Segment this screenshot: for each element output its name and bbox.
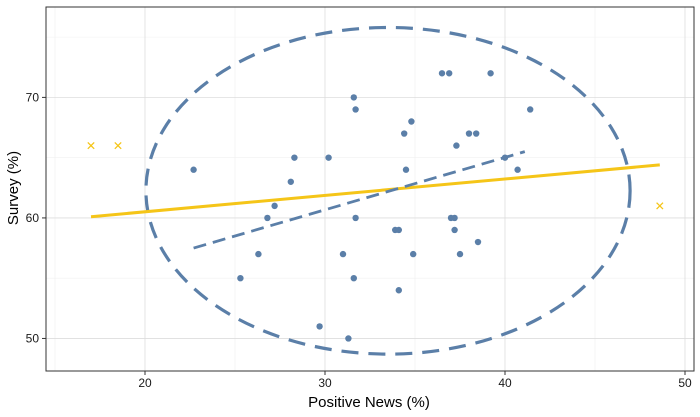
data-point: [487, 70, 494, 77]
data-point: [446, 70, 453, 77]
data-point: [474, 238, 482, 246]
data-point: [465, 130, 473, 137]
y-axis-title: Survey (%): [5, 151, 22, 225]
y-tick-label: 70: [26, 90, 40, 104]
data-point: [395, 287, 402, 294]
grid-major: [46, 7, 694, 371]
data-point: [438, 70, 446, 77]
fit-line-dashed: [193, 150, 526, 250]
data-point-outlier: [87, 141, 95, 150]
cross-stroke: [656, 202, 664, 210]
x-tick-label: 20: [138, 376, 152, 390]
data-point: [527, 106, 534, 113]
data-point: [352, 106, 359, 113]
x-axis-title: Positive News (%): [308, 394, 430, 411]
cross-stroke: [87, 141, 95, 150]
data-point: [402, 166, 410, 173]
fit-lines: [90, 150, 660, 250]
x-tick-label: 40: [498, 376, 512, 390]
panel-border: [45, 6, 695, 372]
data-point: [325, 154, 332, 161]
data-points: [87, 70, 664, 342]
data-point: [287, 178, 294, 185]
data-point: [501, 154, 509, 161]
data-point: [237, 274, 244, 282]
data-point: [514, 166, 521, 173]
data-point: [451, 214, 458, 222]
data-point: [352, 214, 359, 222]
confidence-ellipse: [144, 25, 632, 356]
y-axis: 50 60 70: [26, 90, 46, 345]
data-point: [291, 154, 298, 161]
data-point: [453, 142, 460, 149]
data-point: [339, 250, 347, 258]
y-tick-label: 50: [26, 331, 40, 345]
data-point-outlier: [114, 141, 122, 150]
data-point: [350, 274, 357, 282]
data-point-outlier: [656, 202, 664, 210]
x-tick-label: 50: [678, 376, 692, 390]
ellipse-outline: [144, 25, 632, 356]
data-point: [190, 166, 197, 173]
x-tick-label: 30: [318, 376, 332, 390]
data-point: [456, 250, 464, 258]
fit-line-solid: [90, 163, 660, 219]
data-point: [410, 250, 417, 258]
data-point: [350, 94, 357, 101]
data-point: [401, 130, 408, 137]
data-point: [451, 226, 458, 234]
cross-stroke: [114, 141, 122, 150]
data-point: [408, 118, 415, 125]
data-point: [316, 323, 323, 330]
y-tick-label: 60: [26, 211, 40, 225]
data-point: [271, 202, 278, 210]
data-point: [255, 250, 262, 258]
grid-minor: [46, 7, 694, 371]
data-point: [345, 335, 352, 342]
data-point: [264, 214, 271, 222]
x-axis: 20 30 40 50: [138, 371, 692, 390]
data-point: [395, 226, 402, 234]
data-point: [473, 130, 480, 137]
